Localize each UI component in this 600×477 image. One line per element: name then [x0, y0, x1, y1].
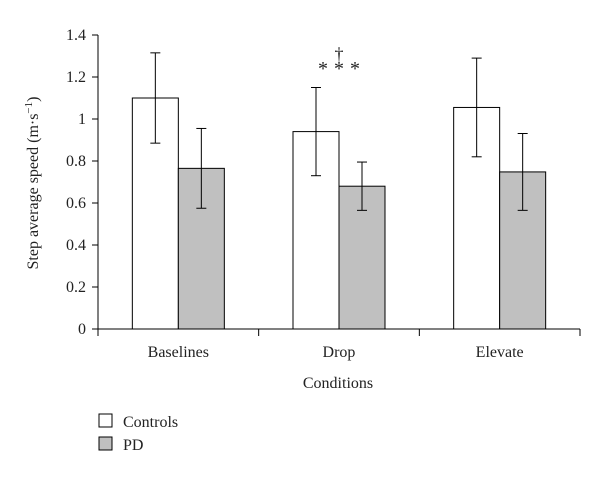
legend: Controls PD: [98, 413, 178, 454]
x-axis: Baselines Drop Elevate: [97, 328, 581, 361]
legend-swatch-pd: [98, 436, 113, 451]
legend-label-controls: Controls: [123, 414, 178, 431]
y-tick-label: 0.2: [66, 279, 86, 296]
y-axis: 0 0.2 0.4 0.6 0.8 1 1.2 1.4: [66, 27, 99, 338]
y-tick-label: 0.4: [66, 237, 86, 254]
y-axis-title: Step average speed (m·s−1): [23, 97, 42, 270]
annotation-stars: ***: [318, 58, 366, 80]
legend-label-pd: PD: [123, 437, 143, 454]
legend-swatch-controls: [98, 413, 113, 428]
y-axis-title-superscript: −1: [23, 102, 35, 114]
annotations: †***: [318, 44, 366, 80]
x-axis-title: Conditions: [303, 375, 373, 392]
y-tick-label: 1.4: [66, 27, 86, 44]
y-axis-title-main: Step average speed (m·s: [25, 114, 42, 270]
y-tick-label: 1: [78, 111, 86, 128]
y-axis-title-close: ): [25, 97, 42, 102]
error-bars: [150, 52, 528, 211]
y-tick-label: 0: [78, 321, 86, 338]
y-tick-label: 0.8: [66, 153, 86, 170]
y-tick-label: 1.2: [66, 69, 86, 86]
bars: [131, 97, 547, 330]
x-tick-label: Elevate: [476, 344, 524, 361]
annotation-dagger: †: [335, 44, 344, 64]
y-tick-label: 0.6: [66, 195, 86, 212]
x-tick-label: Baselines: [148, 344, 209, 361]
x-tick-label: Drop: [323, 344, 356, 361]
